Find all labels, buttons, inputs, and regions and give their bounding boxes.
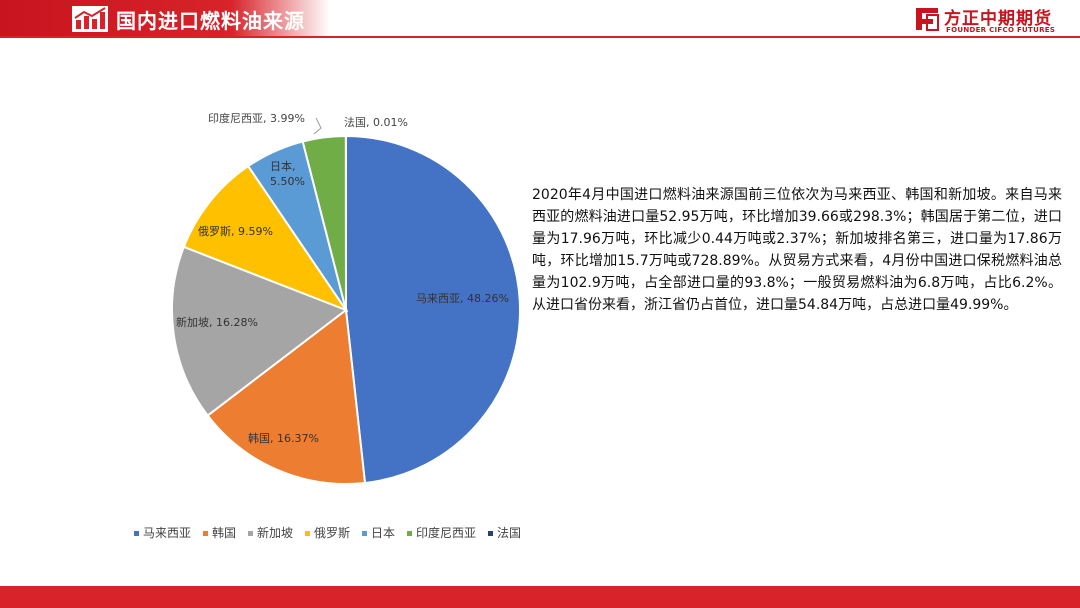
logo-english-text: FOUNDER CIFCO FUTURES	[946, 26, 1056, 34]
title-banner	[0, 0, 330, 36]
description-text: 2020年4月中国进口燃料油来源国前三位依次为马来西亚、韩国和新加坡。来自马来西…	[532, 187, 1062, 313]
legend-swatch-4	[362, 531, 367, 536]
legend-swatch-0	[134, 531, 139, 536]
data-label-6: 法国, 0.01%	[344, 115, 408, 129]
pie-slice-0	[345, 134, 521, 485]
legend-label-2: 新加坡	[257, 525, 293, 540]
legend-label-1: 韩国	[212, 525, 236, 540]
legend-label-0: 马来西亚	[143, 526, 191, 540]
legend-item-4: 日本	[362, 526, 395, 540]
legend-label-6: 法国	[497, 526, 521, 540]
label-leader-line	[313, 117, 322, 135]
pie-slice-2	[171, 245, 349, 417]
data-label-4: 日本, 5.50%	[270, 159, 305, 188]
header: 国内进口燃料油来源 方正中期期货 FOUNDER CIFCO FUTURES	[0, 0, 1080, 44]
legend-swatch-5	[407, 531, 412, 536]
legend-item-5: 印度尼西亚	[407, 525, 476, 540]
header-divider	[0, 36, 1080, 38]
pie-slice-3	[182, 164, 349, 313]
footer-bar	[0, 586, 1080, 608]
legend-label-3: 俄罗斯	[314, 526, 350, 540]
data-label-2: 新加坡, 16.28%	[176, 315, 258, 329]
data-label-3: 俄罗斯, 9.59%	[198, 225, 273, 238]
legend-item-1: 韩国	[203, 525, 236, 540]
legend-item-6: 法国	[488, 526, 521, 540]
pie-slice-1	[206, 308, 367, 485]
page-title: 国内进口燃料油来源	[116, 9, 305, 33]
legend-item-0: 马来西亚	[134, 526, 191, 540]
company-logo: 方正中期期货 FOUNDER CIFCO FUTURES	[914, 4, 1074, 36]
founder-logo-icon	[916, 8, 939, 31]
legend-item-3: 俄罗斯	[305, 526, 350, 540]
legend-label-4: 日本	[371, 526, 395, 540]
data-label-0: 马来西亚, 48.26%	[416, 292, 509, 305]
legend-swatch-6	[488, 531, 493, 536]
data-label-1: 韩国, 16.37%	[248, 431, 319, 445]
pie-chart: 马来西亚, 48.26% 韩国, 16.37% 新加坡, 16.28% 俄罗斯, 9.…	[134, 111, 521, 540]
logo-chinese-text: 方正中期期货	[944, 9, 1052, 29]
bar-chart-icon	[72, 6, 108, 32]
legend-item-2: 新加坡	[248, 525, 293, 540]
legend-swatch-1	[203, 531, 208, 536]
legend-label-5: 印度尼西亚	[416, 525, 476, 540]
data-label-5: 印度尼西亚, 3.99%	[208, 111, 305, 125]
legend-swatch-3	[305, 531, 310, 536]
legend-swatch-2	[248, 531, 253, 536]
